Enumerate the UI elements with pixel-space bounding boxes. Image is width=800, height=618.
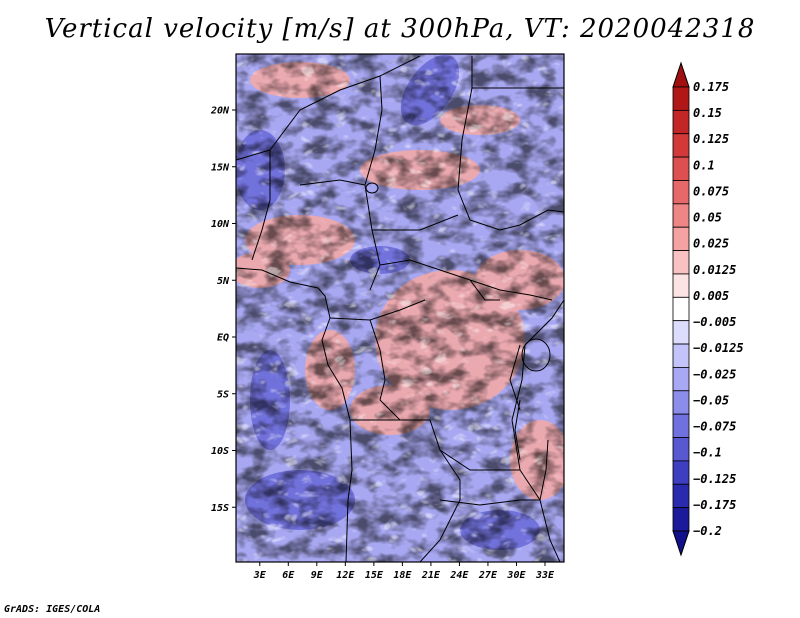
x-tick-label: 18E	[393, 570, 412, 581]
y-tick-label: 10S	[211, 446, 229, 457]
y-tick-label: 15S	[211, 503, 229, 514]
colorbar-label: −0.125	[693, 472, 736, 486]
y-tick-label: 20N	[210, 106, 230, 117]
colorbar-swatch	[672, 437, 690, 462]
lakes	[365, 182, 551, 501]
colorbar-swatch	[672, 250, 690, 275]
colorbar-swatch	[672, 343, 690, 368]
map-field	[236, 54, 564, 562]
colorbar-label: −0.175	[693, 498, 736, 512]
x-tick-label: 27E	[478, 570, 498, 581]
colorbar-swatch	[672, 296, 690, 322]
colorbar-bottom-arrow	[672, 530, 690, 557]
colorbar-swatch	[672, 226, 690, 251]
x-tick-label: 30E	[506, 570, 526, 581]
x-tick-label: 21E	[421, 570, 441, 581]
y-tick-label: 5S	[217, 389, 229, 400]
colorbar-swatch	[672, 180, 690, 205]
x-tick-label: 33E	[535, 570, 555, 581]
colorbar-swatch	[672, 133, 690, 158]
x-tick-label: 3E	[253, 570, 267, 581]
x-tick-label: 15E	[365, 570, 384, 581]
y-tick-label: 10N	[211, 219, 230, 230]
colorbar-label: −0.05	[693, 393, 729, 407]
coastline-west	[236, 267, 353, 562]
y-axis: 20N 15N 10N 5N EQ 5S 10S 15S	[210, 106, 236, 514]
colorbar-swatch	[672, 273, 690, 298]
colorbar-swatch	[672, 460, 690, 485]
x-tick-label: 9E	[311, 570, 324, 581]
colorbar-label: −0.075	[693, 420, 736, 434]
colorbar-swatch	[672, 483, 690, 509]
x-tick-label: 6E	[282, 570, 295, 581]
colorbar: 0.175 0.15 0.125 0.1 0.075 0.05 0.025 0.0125 0.0…	[672, 61, 744, 557]
colorbar-label: −0.0125	[693, 341, 744, 355]
field-texture-light	[236, 54, 564, 562]
colorbar-label: 0.15	[693, 106, 722, 120]
colorbar-label: −0.2	[693, 524, 722, 538]
colorbar-label: 0.0125	[693, 263, 736, 277]
colorbar-swatch	[672, 413, 690, 438]
colorbar-label: −0.005	[693, 315, 736, 329]
colorbar-swatch	[672, 320, 690, 345]
colorbar-swatch	[672, 86, 690, 111]
colorbar-label: 0.075	[693, 184, 729, 198]
colorbar-swatch	[672, 507, 690, 532]
map-frame	[235, 53, 565, 563]
x-axis: 3E 6E 9E 12E 15E 18E 21E 24E 27E 30E 33E	[253, 562, 555, 581]
x-tick-label: 24E	[449, 570, 469, 581]
colorbar-label: 0.1	[693, 158, 715, 172]
y-tick-label: EQ	[217, 333, 229, 344]
colorbar-swatch	[672, 109, 690, 135]
colorbar-label: 0.05	[693, 211, 722, 225]
credit-text: GrADS: IGES/COLA	[4, 604, 101, 615]
colorbar-swatch	[672, 367, 690, 392]
colorbar-label: 0.125	[693, 132, 729, 146]
colorbar-swatch	[672, 156, 690, 181]
colorbar-label: 0.175	[693, 80, 729, 94]
colorbar-label: −0.1	[693, 446, 722, 460]
chart-title: Vertical velocity [m/s] at 300hPa, VT: 2…	[44, 14, 756, 44]
x-tick-label: 12E	[336, 570, 355, 581]
colorbar-label: 0.025	[693, 237, 729, 251]
colorbar-label: −0.025	[693, 367, 736, 381]
colorbar-swatch	[672, 203, 690, 228]
y-tick-label: 5N	[217, 276, 230, 287]
colorbar-swatch	[672, 390, 690, 415]
y-tick-label: 15N	[211, 162, 230, 173]
country-borders	[236, 55, 564, 562]
colorbar-top-arrow	[672, 61, 690, 88]
colorbar-label: 0.005	[693, 289, 729, 303]
